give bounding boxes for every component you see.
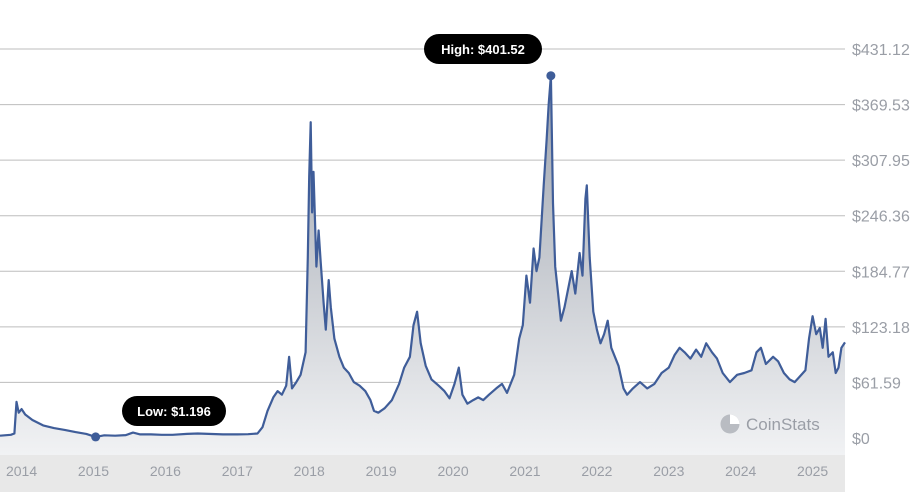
price-area [0, 75, 845, 455]
y-tick-label: $431.12 [852, 42, 910, 59]
x-tick-label: 2021 [509, 463, 540, 479]
high-callout: High: $401.52 [424, 34, 542, 64]
high-point-marker[interactable] [546, 71, 556, 81]
coinstats-logo-icon [720, 414, 740, 434]
x-tick-label: 2025 [797, 463, 828, 479]
low-callout: Low: $1.196 [122, 396, 226, 426]
x-tick-label: 2024 [725, 463, 756, 479]
y-tick-label: $0 [852, 431, 870, 448]
x-axis-labels: 2014 2015 2016 2017 2018 2019 2020 2021 2022 2023… [6, 463, 828, 479]
x-tick-label: 2014 [6, 463, 37, 479]
grid-lines [0, 48, 845, 439]
y-tick-label: $369.53 [852, 98, 910, 115]
x-tick-label: 2016 [150, 463, 181, 479]
y-axis-labels: $0 $61.59 $123.18 $184.77 $246.36 $307.95 $369… [852, 42, 910, 448]
low-label: Low: $1.196 [137, 404, 211, 419]
coinstats-watermark: CoinStats [720, 414, 820, 434]
y-tick-label: $246.36 [852, 209, 910, 226]
x-tick-label: 2015 [78, 463, 109, 479]
watermark-brand: CoinStats [746, 415, 820, 434]
y-tick-label: $307.95 [852, 153, 910, 170]
x-tick-label: 2020 [437, 463, 468, 479]
low-point-marker[interactable] [91, 432, 101, 442]
y-tick-label: $184.77 [852, 264, 910, 281]
high-label: High: $401.52 [441, 42, 525, 57]
x-axis-band [0, 455, 845, 492]
x-tick-label: 2018 [294, 463, 325, 479]
y-tick-label: $61.59 [852, 375, 901, 392]
price-line [0, 74, 846, 438]
x-tick-label: 2019 [366, 463, 397, 479]
x-tick-label: 2023 [653, 463, 684, 479]
x-tick-label: 2022 [581, 463, 612, 479]
y-tick-label: $123.18 [852, 320, 910, 337]
x-tick-label: 2017 [222, 463, 253, 479]
